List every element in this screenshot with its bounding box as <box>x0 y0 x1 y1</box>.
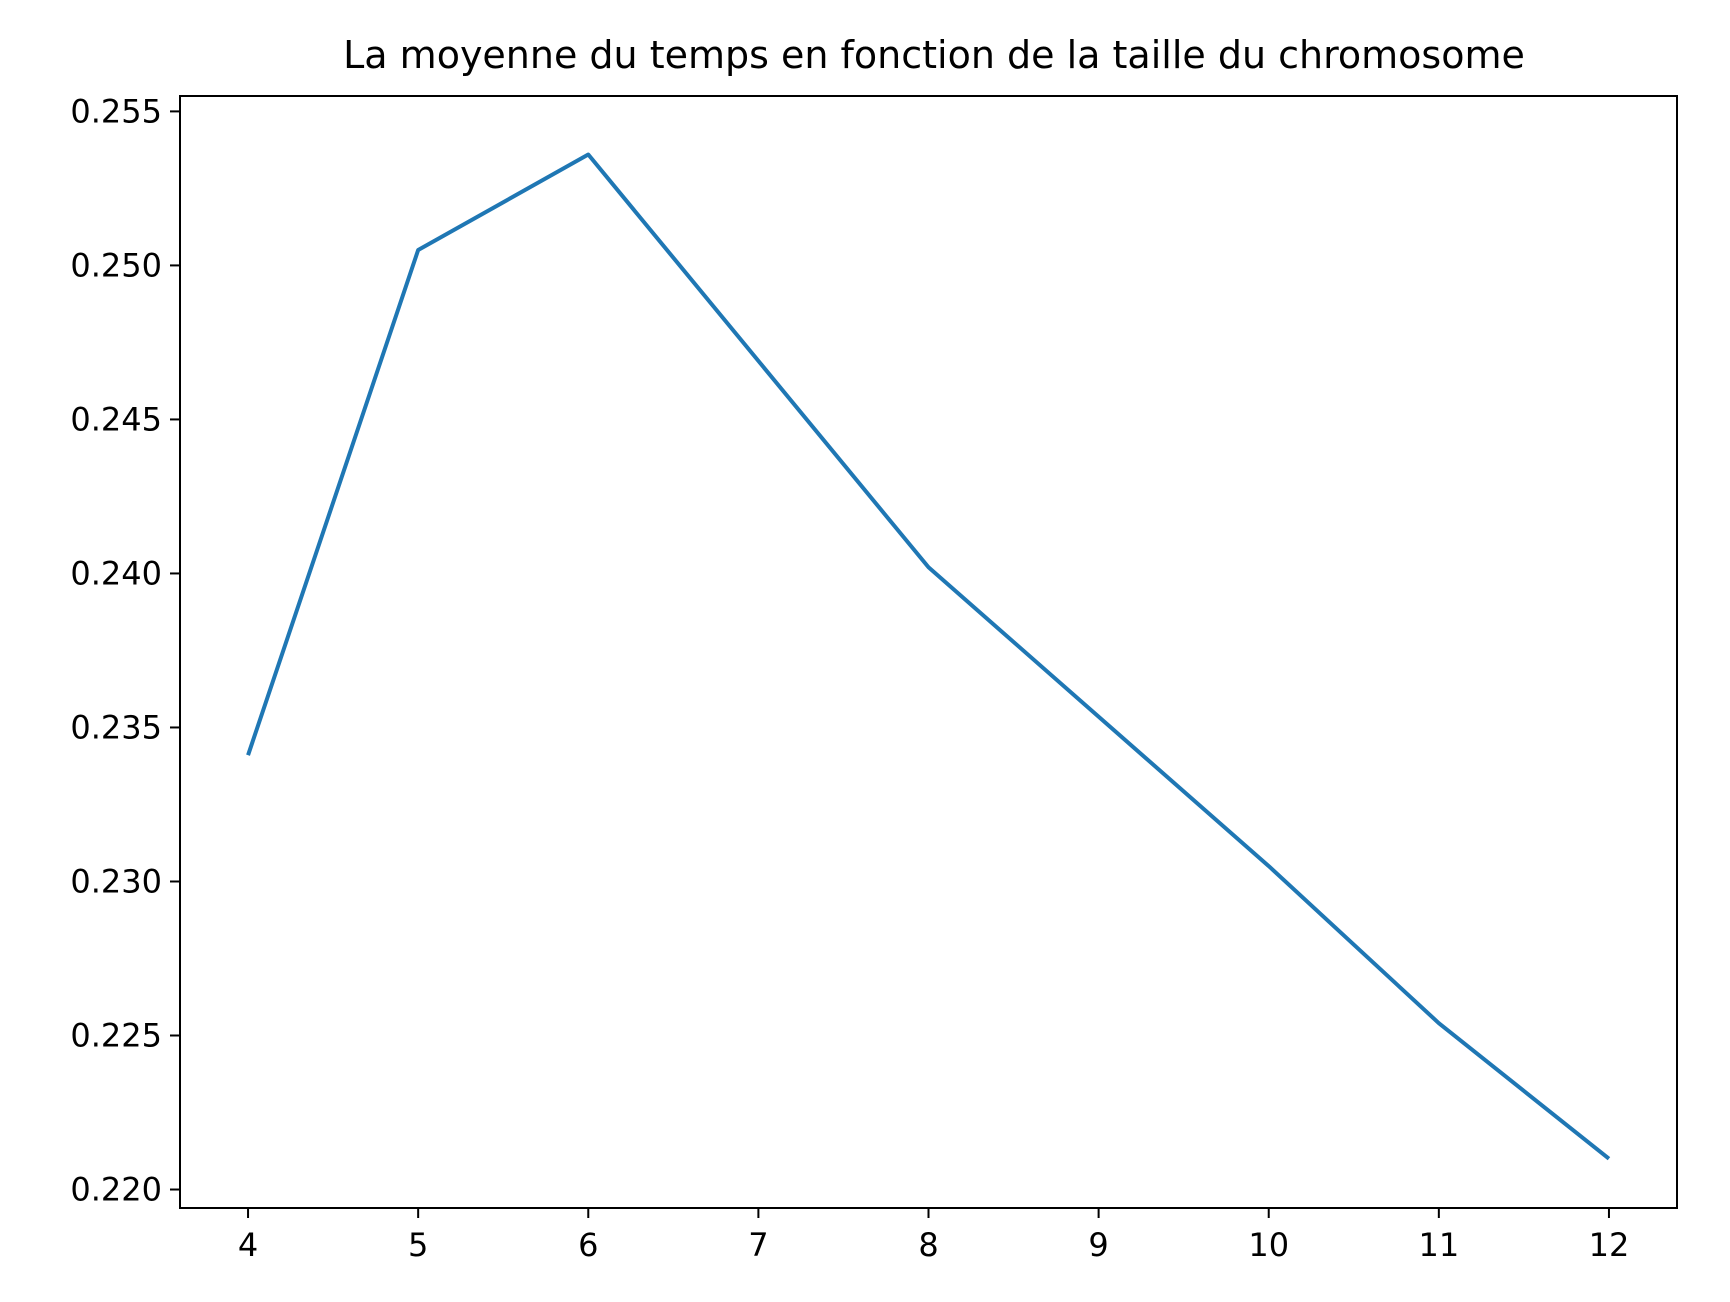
y-axis: 0.220 0.225 0.230 0.235 0.240 0.245 0.250 0.255 <box>70 92 180 1209</box>
x-tick-label: 12 <box>1589 1226 1630 1264</box>
y-tick-label: 0.230 <box>70 862 162 900</box>
y-tick-label: 0.245 <box>70 400 162 438</box>
y-tick-label: 0.240 <box>70 554 162 592</box>
x-tick-label: 9 <box>1088 1226 1108 1264</box>
x-tick-label: 10 <box>1248 1226 1289 1264</box>
x-tick-label: 6 <box>578 1226 598 1264</box>
y-tick-label: 0.255 <box>70 92 162 130</box>
series-layer <box>246 152 1611 1161</box>
x-tick-label: 8 <box>918 1226 938 1264</box>
y-tick-label: 0.235 <box>70 708 162 746</box>
plot-frame <box>179 95 1678 1209</box>
y-tick-label: 0.220 <box>70 1171 162 1209</box>
x-tick-label: 7 <box>748 1226 768 1264</box>
x-tick-label: 4 <box>238 1226 258 1264</box>
series-line <box>246 152 1611 1161</box>
x-tick-label: 5 <box>408 1226 428 1264</box>
y-tick-label: 0.225 <box>70 1017 162 1055</box>
x-tick-label: 11 <box>1418 1226 1459 1264</box>
x-axis: 4 5 6 7 8 9 10 11 12 <box>238 1208 1629 1264</box>
chart-title: La moyenne du temps en fonction de la ta… <box>343 33 1525 77</box>
y-tick-label: 0.250 <box>70 246 162 284</box>
